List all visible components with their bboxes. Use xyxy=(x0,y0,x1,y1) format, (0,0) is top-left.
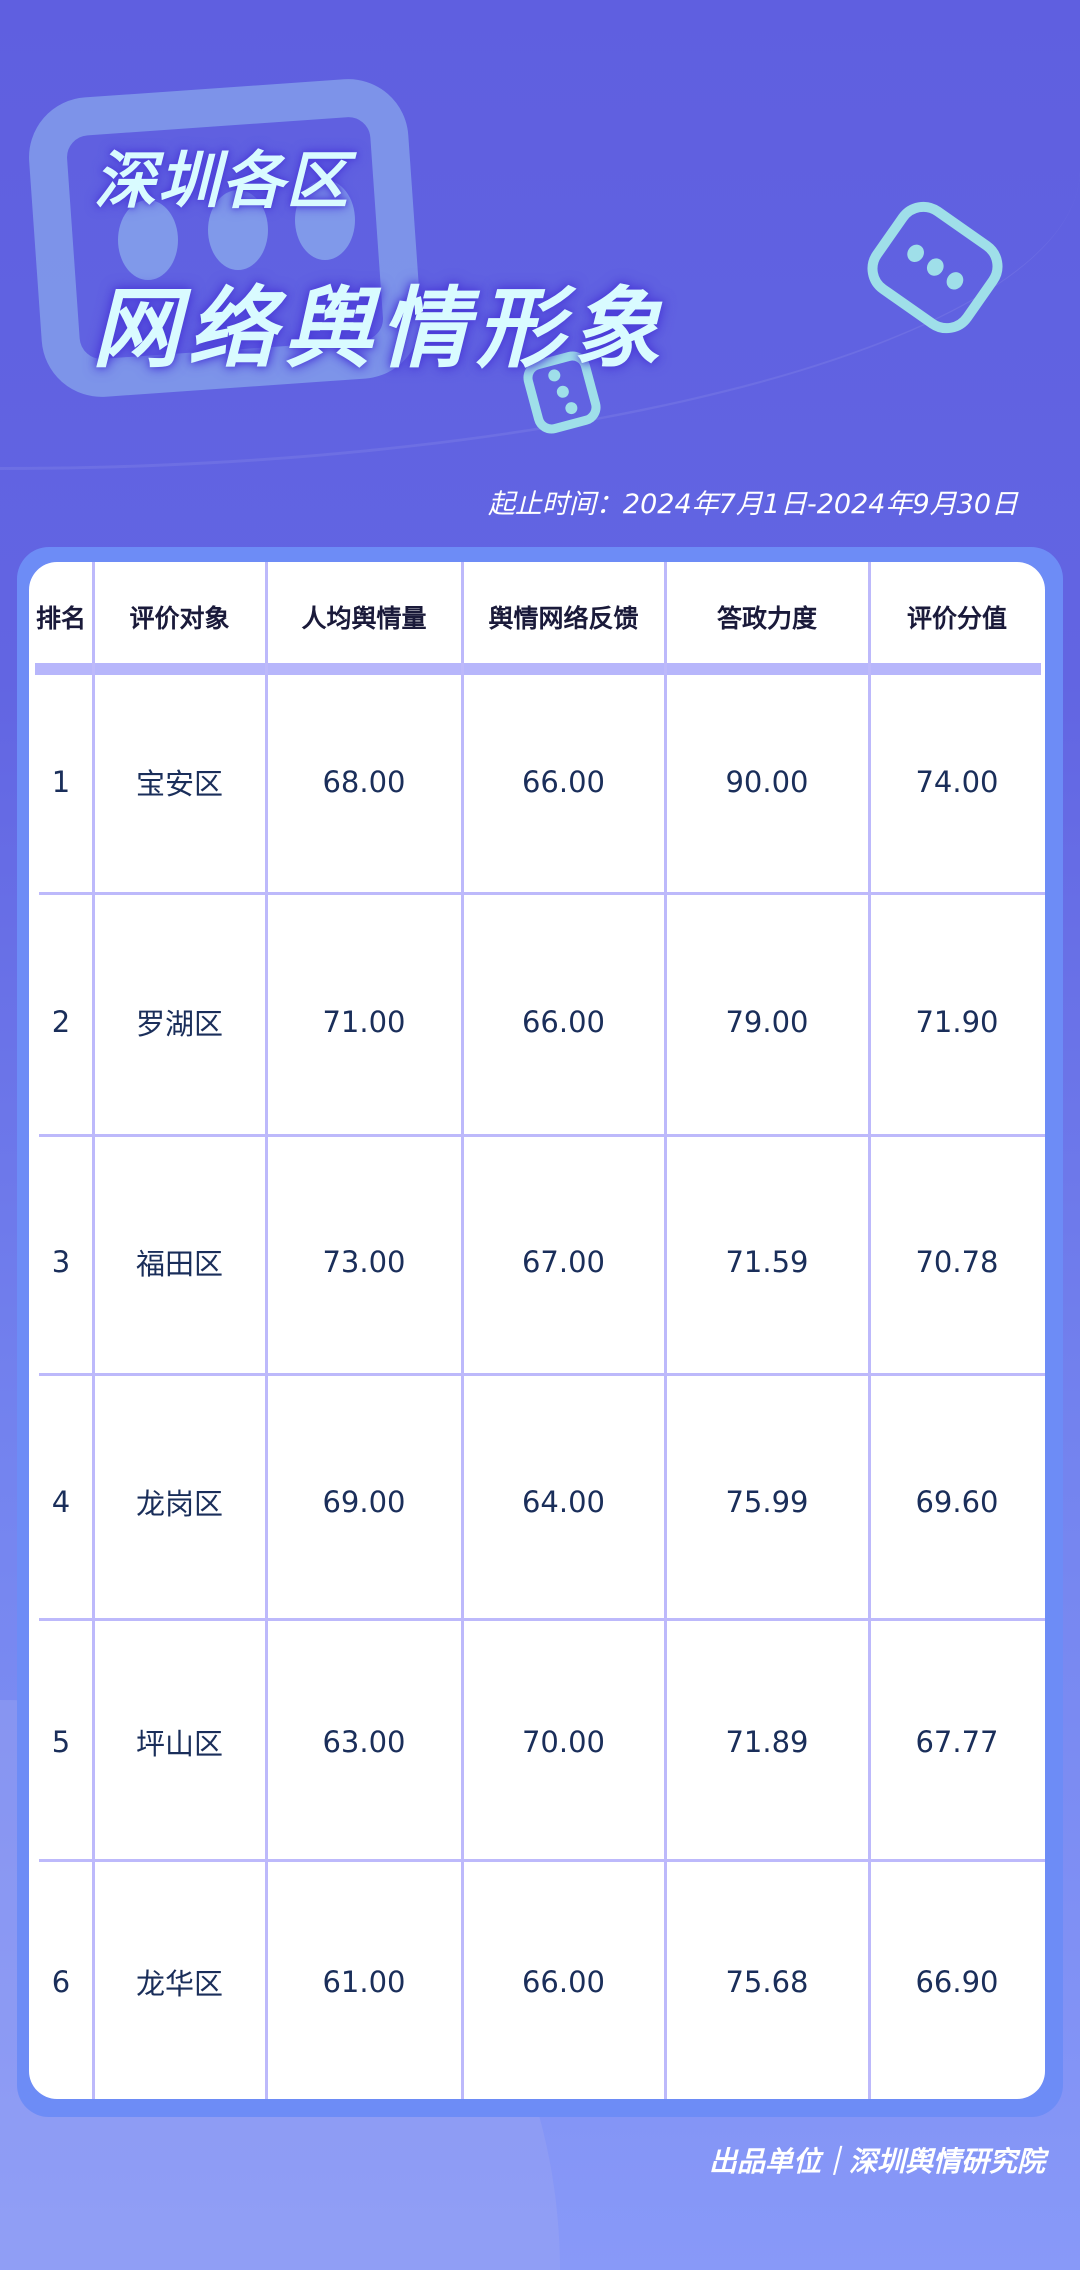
cell-response-strength: 79.00 xyxy=(725,1005,809,1039)
cell-network-feedback: 66.00 xyxy=(521,1965,606,1999)
cell-response-strength: 90.00 xyxy=(725,765,809,799)
cell-score: 66.90 xyxy=(915,1965,999,1999)
cell-response-strength: 75.68 xyxy=(725,1965,809,1999)
cell-score: 69.60 xyxy=(915,1485,999,1519)
cell-district: 坪山区 xyxy=(135,1727,223,1761)
cell-response-strength: 75.99 xyxy=(725,1485,809,1519)
column-divider xyxy=(461,562,464,2099)
row-divider xyxy=(39,1134,1045,1137)
column-divider xyxy=(92,562,95,2099)
bubble-dot xyxy=(295,180,355,260)
cell-per-capita-volume: 68.00 xyxy=(322,765,406,799)
row-divider xyxy=(39,1618,1045,1621)
cell-network-feedback: 70.00 xyxy=(521,1725,606,1759)
cell-per-capita-volume: 73.00 xyxy=(322,1245,406,1279)
column-header-score: 评价分值 xyxy=(906,604,1007,633)
cell-network-feedback: 66.00 xyxy=(521,1005,606,1039)
row-divider xyxy=(39,1859,1045,1862)
cell-per-capita-volume: 71.00 xyxy=(322,1005,406,1039)
cell-network-feedback: 64.00 xyxy=(521,1485,606,1519)
date-range: 起止时间：2024年7月1日-2024年9月30日 xyxy=(487,489,1018,520)
ranking-table: 排名 评价对象 人均舆情量 舆情网络反馈 答政力度 评价分值 1 宝安区 68.00 66.00 9… xyxy=(29,562,1045,2099)
column-header-rank: 排名 xyxy=(35,604,86,633)
cell-district: 罗湖区 xyxy=(135,1007,223,1041)
cell-rank: 5 xyxy=(51,1725,71,1759)
cell-rank: 4 xyxy=(51,1485,71,1519)
cell-district: 龙岗区 xyxy=(135,1487,223,1521)
column-divider xyxy=(868,562,871,2099)
column-header-network-feedback: 舆情网络反馈 xyxy=(488,604,639,633)
cell-network-feedback: 67.00 xyxy=(521,1245,606,1279)
cell-rank: 6 xyxy=(51,1965,71,1999)
header-divider xyxy=(35,663,1041,675)
cell-per-capita-volume: 63.00 xyxy=(322,1725,406,1759)
cell-district: 福田区 xyxy=(135,1247,223,1281)
cell-rank: 2 xyxy=(51,1005,71,1039)
row-divider xyxy=(39,1373,1045,1376)
cell-score: 67.77 xyxy=(915,1725,999,1759)
cell-rank: 1 xyxy=(51,765,71,799)
column-divider xyxy=(265,562,268,2099)
column-header-response-strength: 答政力度 xyxy=(716,604,817,633)
bubble-dot xyxy=(118,200,178,280)
title-line-1: 深圳各区 xyxy=(94,144,351,217)
bubble-dot xyxy=(208,190,268,270)
title-line-2: 网络舆情形象 xyxy=(92,277,669,380)
cell-response-strength: 71.89 xyxy=(725,1725,809,1759)
cell-response-strength: 71.59 xyxy=(725,1245,809,1279)
cell-per-capita-volume: 69.00 xyxy=(322,1485,406,1519)
publisher: 出品单位｜深圳舆情研究院 xyxy=(708,2145,1045,2178)
cell-rank: 3 xyxy=(51,1245,71,1279)
cell-score: 71.90 xyxy=(915,1005,999,1039)
cell-score: 74.00 xyxy=(915,765,999,799)
row-divider xyxy=(39,892,1045,895)
cell-per-capita-volume: 61.00 xyxy=(322,1965,406,1999)
column-header-per-capita-volume: 人均舆情量 xyxy=(301,604,427,633)
cell-network-feedback: 66.00 xyxy=(521,765,606,799)
cell-district: 龙华区 xyxy=(135,1967,223,2001)
column-header-district: 评价对象 xyxy=(129,604,230,633)
column-divider xyxy=(664,562,667,2099)
cell-score: 70.78 xyxy=(915,1245,999,1279)
cell-district: 宝安区 xyxy=(135,767,223,801)
